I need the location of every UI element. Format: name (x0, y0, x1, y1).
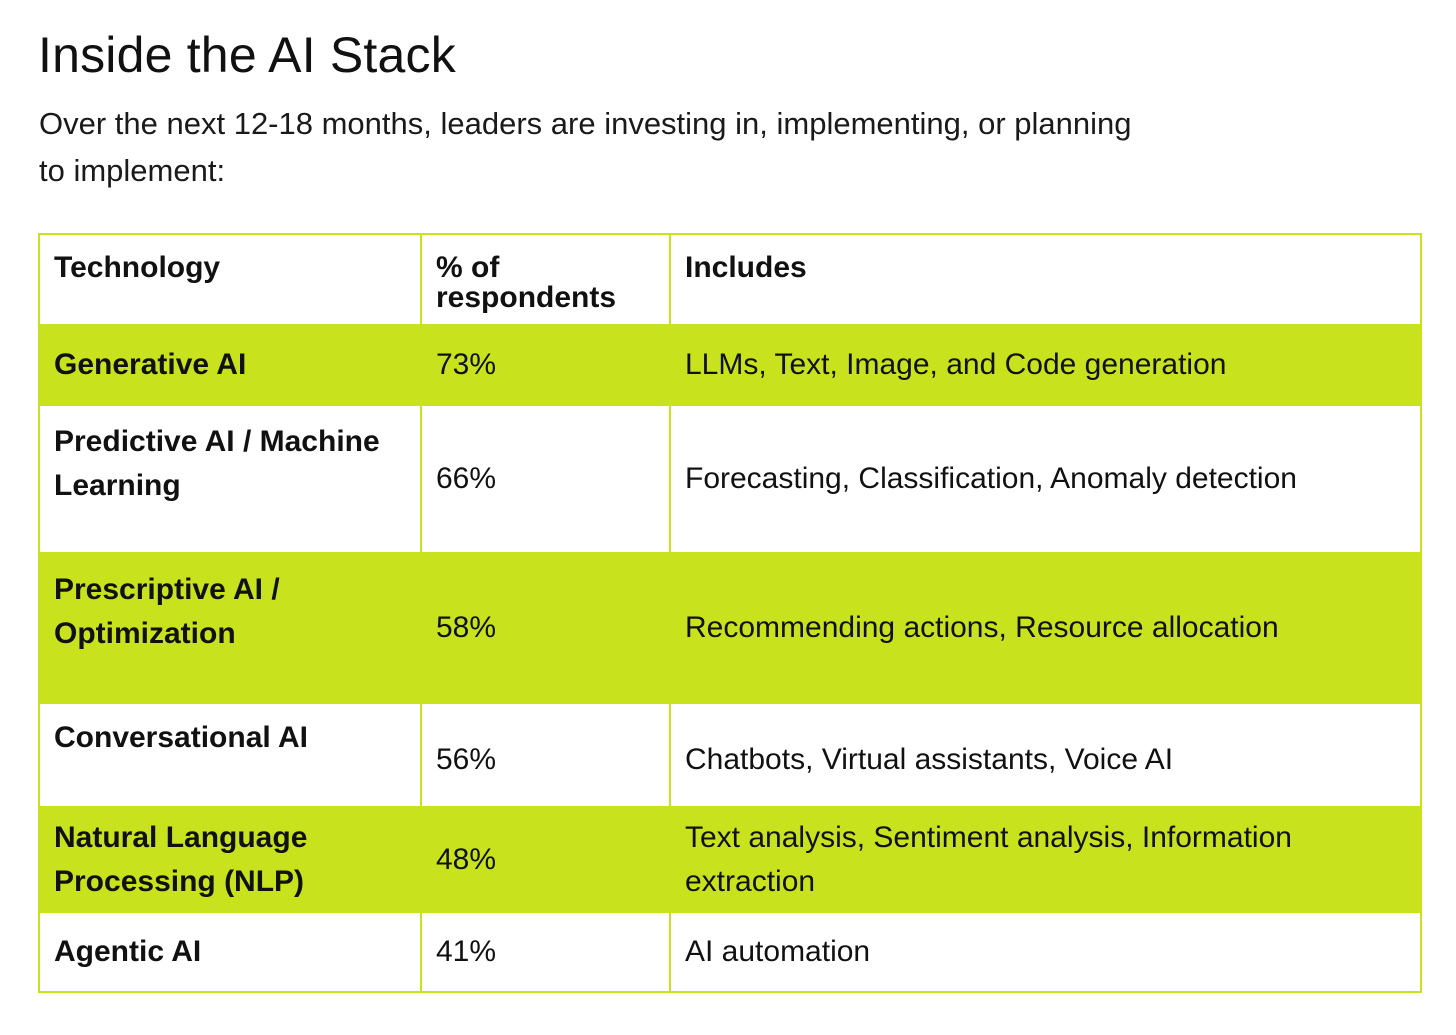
technology-cell: Prescriptive AI / Optimization (38, 552, 422, 704)
percent-cell: 48% (420, 806, 671, 913)
technology-cell: Predictive AI / Machine Learning (38, 404, 422, 554)
includes-cell: LLMs, Text, Image, and Code generation (669, 324, 1422, 406)
table-header-row: Technology % of respondents Includes (38, 233, 1422, 326)
ai-stack-table: Technology % of respondents Includes Gen… (38, 233, 1422, 993)
technology-cell: Generative AI (38, 324, 422, 406)
includes-cell: Forecasting, Classification, Anomaly det… (669, 404, 1422, 554)
technology-cell: Conversational AI (38, 702, 422, 808)
page-subtitle: Over the next 12-18 months, leaders are … (39, 106, 1132, 188)
percent-cell: 66% (420, 404, 671, 554)
includes-cell: AI automation (669, 911, 1422, 993)
technology-cell: Agentic AI (38, 911, 422, 993)
table-row: Predictive AI / Machine Learning 66% For… (38, 404, 1422, 554)
percent-cell: 73% (420, 324, 671, 406)
includes-cell: Text analysis, Sentiment analysis, Infor… (669, 806, 1422, 913)
table-row: Generative AI 73% LLMs, Text, Image, and… (38, 324, 1422, 406)
table-row: Prescriptive AI / Optimization 58% Recom… (38, 552, 1422, 704)
percent-cell: 58% (420, 552, 671, 704)
table-row: Natural Language Processing (NLP) 48% Te… (38, 806, 1422, 913)
header-percent: % of respondents (420, 233, 671, 326)
header-includes: Includes (669, 233, 1422, 326)
page-title: Inside the AI Stack (38, 27, 456, 83)
table-row: Agentic AI 41% AI automation (38, 911, 1422, 993)
includes-cell: Chatbots, Virtual assistants, Voice AI (669, 702, 1422, 808)
percent-cell: 56% (420, 702, 671, 808)
technology-cell: Natural Language Processing (NLP) (38, 806, 422, 913)
includes-cell: Recommending actions, Resource allocatio… (669, 552, 1422, 704)
percent-cell: 41% (420, 911, 671, 993)
header-technology: Technology (38, 233, 422, 326)
table-row: Conversational AI 56% Chatbots, Virtual … (38, 702, 1422, 808)
